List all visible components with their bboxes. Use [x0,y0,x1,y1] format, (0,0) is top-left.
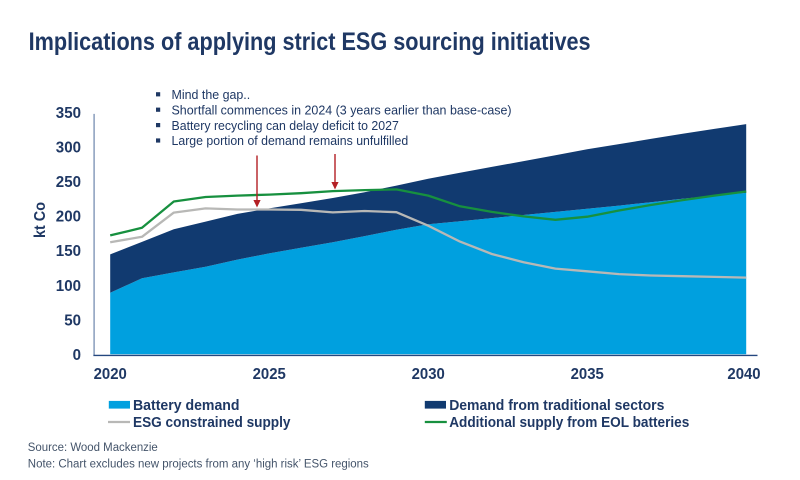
svg-text:kt Co: kt Co [32,202,49,238]
svg-text:2020: 2020 [94,366,127,383]
svg-text:Demand from traditional sector: Demand from traditional sectors [449,398,664,414]
svg-text:50: 50 [64,312,81,329]
svg-text:Source: Wood Mackenzie: Source: Wood Mackenzie [28,442,158,454]
svg-text:Shortfall commences in 2024 (3: Shortfall commences in 2024 (3 years ear… [172,102,512,117]
svg-text:100: 100 [56,278,81,295]
svg-text:ESG constrained supply: ESG constrained supply [133,415,291,431]
svg-text:Mind the gap..: Mind the gap.. [172,87,251,102]
svg-text:2040: 2040 [727,366,760,383]
svg-text:150: 150 [56,243,81,260]
svg-text:300: 300 [56,140,81,157]
svg-text:Large portion of demand remain: Large portion of demand remains unfulfil… [172,133,409,148]
svg-text:Implications of applying stric: Implications of applying strict ESG sour… [29,28,591,56]
svg-text:2035: 2035 [571,366,604,383]
svg-text:Note: Chart excludes new proje: Note: Chart excludes new projects from a… [28,458,369,470]
svg-text:2025: 2025 [253,366,286,383]
svg-text:250: 250 [56,174,81,191]
svg-text:Battery demand: Battery demand [133,398,240,414]
svg-text:350: 350 [56,105,81,122]
svg-text:Battery recycling can delay de: Battery recycling can delay deficit to 2… [172,118,399,133]
svg-text:200: 200 [56,209,81,226]
svg-text:Additional supply from EOL bat: Additional supply from EOL batteries [449,415,689,431]
svg-text:0: 0 [73,347,81,364]
svg-text:2030: 2030 [412,366,445,383]
